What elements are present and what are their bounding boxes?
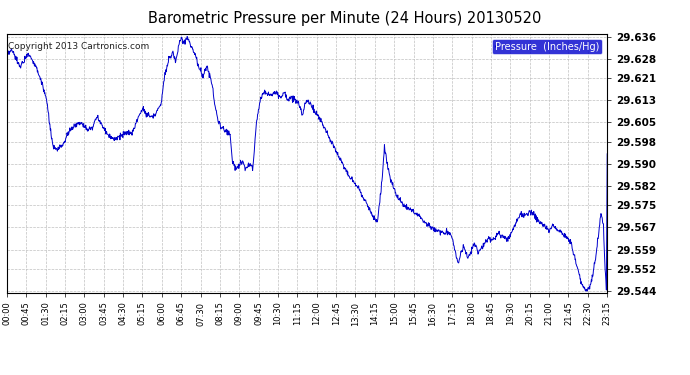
Text: Copyright 2013 Cartronics.com: Copyright 2013 Cartronics.com [8, 42, 149, 51]
Legend: Pressure  (Inches/Hg): Pressure (Inches/Hg) [492, 39, 602, 54]
Text: Barometric Pressure per Minute (24 Hours) 20130520: Barometric Pressure per Minute (24 Hours… [148, 11, 542, 26]
